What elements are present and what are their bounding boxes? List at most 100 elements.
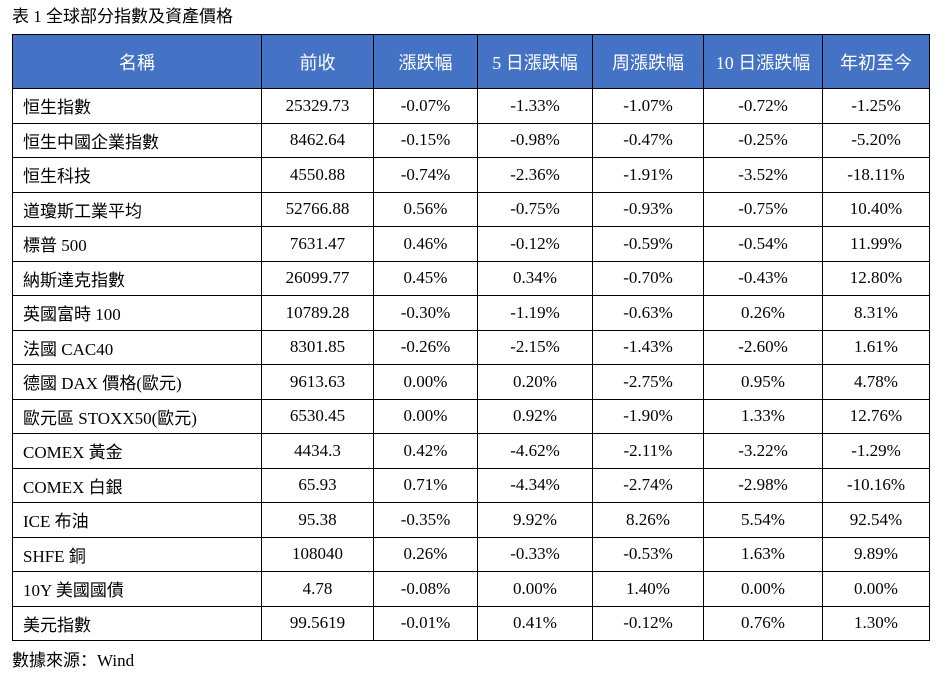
cell-prev-close: 4434.3: [261, 433, 374, 469]
cell-10d-change: -3.22%: [703, 433, 823, 469]
cell-ytd: 1.30%: [822, 605, 930, 641]
cell-5d-change: -4.62%: [477, 433, 593, 469]
cell-10d-change: -2.98%: [703, 467, 823, 503]
cell-10d-change: -0.54%: [703, 226, 823, 262]
cell-prev-close: 26099.77: [261, 260, 374, 296]
cell-change: -0.07%: [373, 88, 478, 124]
cell-5d-change: -0.98%: [477, 122, 593, 158]
header-name: 名稱: [12, 34, 262, 89]
header-ytd: 年初至今: [822, 34, 930, 89]
index-price-table: 名稱 前收 漲跌幅 5 日漲跌幅 周漲跌幅 10 日漲跌幅 年初至今 恒生指數 2…: [12, 34, 930, 641]
cell-10d-change: -2.60%: [703, 329, 823, 365]
cell-prev-close: 52766.88: [261, 191, 374, 227]
cell-10d-change: 1.63%: [703, 536, 823, 572]
cell-week-change: -0.70%: [592, 260, 704, 296]
table-row: COMEX 黃金 4434.3 0.42% -4.62% -2.11% -3.22% -1.…: [12, 433, 930, 469]
cell-change: 0.71%: [373, 467, 478, 503]
cell-name: 歐元區 STOXX50(歐元): [12, 398, 262, 434]
cell-ytd: 12.80%: [822, 260, 930, 296]
cell-prev-close: 10789.28: [261, 295, 374, 331]
cell-week-change: -0.59%: [592, 226, 704, 262]
cell-week-change: -2.75%: [592, 364, 704, 400]
header-prev-close: 前收: [261, 34, 374, 89]
cell-week-change: 8.26%: [592, 502, 704, 538]
header-5d-change: 5 日漲跌幅: [477, 34, 593, 89]
cell-name: 10Y 美國國債: [12, 571, 262, 607]
cell-ytd: 8.31%: [822, 295, 930, 331]
cell-name: 標普 500: [12, 226, 262, 262]
cell-change: 0.26%: [373, 536, 478, 572]
cell-name: 恒生指數: [12, 88, 262, 124]
cell-5d-change: 0.41%: [477, 605, 593, 641]
table-row: 德國 DAX 價格(歐元) 9613.63 0.00% 0.20% -2.75% 0.95…: [12, 364, 930, 400]
cell-week-change: -0.12%: [592, 605, 704, 641]
cell-prev-close: 95.38: [261, 502, 374, 538]
data-source: 數據來源：Wind: [12, 651, 135, 670]
cell-5d-change: -0.33%: [477, 536, 593, 572]
cell-ytd: -1.29%: [822, 433, 930, 469]
table-row: ICE 布油 95.38 -0.35% 9.92% 8.26% 5.54% 92.54%: [12, 502, 930, 538]
cell-change: 0.45%: [373, 260, 478, 296]
table-row: 恒生科技 4550.88 -0.74% -2.36% -1.91% -3.52% -18.1…: [12, 157, 930, 193]
cell-name: ICE 布油: [12, 502, 262, 538]
table-row: 恒生指數 25329.73 -0.07% -1.33% -1.07% -0.72% -1.2…: [12, 88, 930, 124]
cell-week-change: -2.74%: [592, 467, 704, 503]
cell-prev-close: 7631.47: [261, 226, 374, 262]
cell-5d-change: -1.33%: [477, 88, 593, 124]
cell-ytd: 4.78%: [822, 364, 930, 400]
cell-5d-change: 9.92%: [477, 502, 593, 538]
cell-name: COMEX 黃金: [12, 433, 262, 469]
table-row: 道瓊斯工業平均 52766.88 0.56% -0.75% -0.93% -0.75% 10…: [12, 191, 930, 227]
cell-prev-close: 8462.64: [261, 122, 374, 158]
cell-change: -0.30%: [373, 295, 478, 331]
cell-change: -0.08%: [373, 571, 478, 607]
cell-prev-close: 4550.88: [261, 157, 374, 193]
cell-ytd: 9.89%: [822, 536, 930, 572]
cell-ytd: -5.20%: [822, 122, 930, 158]
cell-name: 納斯達克指數: [12, 260, 262, 296]
cell-change: 0.42%: [373, 433, 478, 469]
cell-10d-change: 5.54%: [703, 502, 823, 538]
cell-name: 法國 CAC40: [12, 329, 262, 365]
cell-5d-change: -2.36%: [477, 157, 593, 193]
cell-ytd: -18.11%: [822, 157, 930, 193]
cell-ytd: -1.25%: [822, 88, 930, 124]
table-row: 歐元區 STOXX50(歐元) 6530.45 0.00% 0.92% -1.90% 1.…: [12, 398, 930, 434]
cell-10d-change: -0.72%: [703, 88, 823, 124]
cell-10d-change: 0.26%: [703, 295, 823, 331]
table-row: 恒生中國企業指數 8462.64 -0.15% -0.98% -0.47% -0.25% -…: [12, 122, 930, 158]
cell-name: 恒生中國企業指數: [12, 122, 262, 158]
cell-change: 0.46%: [373, 226, 478, 262]
table-row: 標普 500 7631.47 0.46% -0.12% -0.59% -0.54% 11.9…: [12, 226, 930, 262]
header-week-change: 周漲跌幅: [592, 34, 704, 89]
table-row: SHFE 銅 108040 0.26% -0.33% -0.53% 1.63% 9.89%: [12, 536, 930, 572]
cell-ytd: 10.40%: [822, 191, 930, 227]
cell-change: 0.00%: [373, 364, 478, 400]
cell-name: 英國富時 100: [12, 295, 262, 331]
cell-10d-change: -0.25%: [703, 122, 823, 158]
cell-10d-change: 0.00%: [703, 571, 823, 607]
cell-name: 美元指數: [12, 605, 262, 641]
cell-prev-close: 99.5619: [261, 605, 374, 641]
cell-change: -0.35%: [373, 502, 478, 538]
cell-week-change: -1.43%: [592, 329, 704, 365]
cell-week-change: 1.40%: [592, 571, 704, 607]
cell-prev-close: 108040: [261, 536, 374, 572]
cell-ytd: 0.00%: [822, 571, 930, 607]
cell-10d-change: -0.43%: [703, 260, 823, 296]
cell-10d-change: 0.76%: [703, 605, 823, 641]
cell-change: -0.01%: [373, 605, 478, 641]
cell-week-change: -2.11%: [592, 433, 704, 469]
cell-prev-close: 6530.45: [261, 398, 374, 434]
cell-ytd: 12.76%: [822, 398, 930, 434]
cell-prev-close: 4.78: [261, 571, 374, 607]
cell-ytd: -10.16%: [822, 467, 930, 503]
cell-change: -0.15%: [373, 122, 478, 158]
cell-prev-close: 25329.73: [261, 88, 374, 124]
cell-change: 0.00%: [373, 398, 478, 434]
cell-change: 0.56%: [373, 191, 478, 227]
header-row: 名稱 前收 漲跌幅 5 日漲跌幅 周漲跌幅 10 日漲跌幅 年初至今: [12, 34, 930, 89]
table-row: 美元指數 99.5619 -0.01% 0.41% -0.12% 0.76% 1.30%: [12, 605, 930, 641]
cell-5d-change: -2.15%: [477, 329, 593, 365]
table-row: COMEX 白銀 65.93 0.71% -4.34% -2.74% -2.98% -10.…: [12, 467, 930, 503]
